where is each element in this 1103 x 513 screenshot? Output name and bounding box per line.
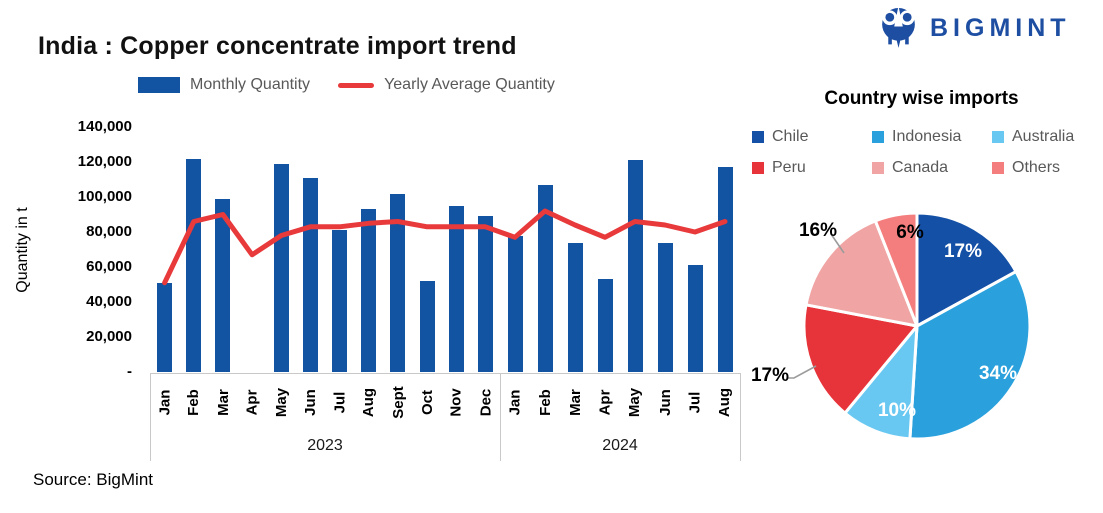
- legend-swatch: [752, 131, 764, 143]
- y-axis-tick: 60,000: [86, 258, 132, 275]
- y-axis-tick: 120,000: [77, 153, 132, 170]
- legend-label: Peru: [772, 159, 806, 176]
- y-axis-tick: 20,000: [86, 328, 132, 345]
- bar-2023-Oct: [419, 281, 435, 372]
- bar-2024-Apr: [597, 279, 613, 373]
- bar-2023-Feb: [186, 158, 202, 372]
- bar-2023-Jan: [157, 282, 173, 373]
- legend-label: Australia: [1012, 128, 1075, 145]
- pie-slice-indonesia: [908, 270, 1032, 441]
- leader-line-canada: [830, 233, 845, 254]
- pie-legend-item-others: Others: [992, 159, 1092, 177]
- y-axis-tick: 80,000: [86, 223, 132, 240]
- bar-2023-Jun: [302, 177, 318, 373]
- bar-2023-Mar: [215, 198, 231, 373]
- pie-legend-item-australia: Australia: [992, 128, 1092, 146]
- pie-label-canada: 16%: [798, 220, 838, 241]
- bar-2023-Jul: [332, 230, 348, 373]
- y-axis-title: Quantity in t: [14, 207, 31, 293]
- month-label-text: Aug: [716, 387, 734, 417]
- pie-legend: Chile Indonesia Australia Peru Canada Others: [752, 128, 1092, 177]
- axis-band-right-border: [740, 373, 741, 461]
- axis-band-left-border: [150, 373, 151, 461]
- legend-swatch: [752, 162, 764, 174]
- pie-label-others: 6%: [896, 222, 924, 243]
- bar-2024-Jan: [507, 235, 523, 372]
- source-note: Source: BigMint: [33, 470, 153, 489]
- bar-2023-May: [273, 163, 289, 373]
- bigmint-logo-text: BIGMINT: [930, 14, 1071, 42]
- pie-slice-canada: [804, 219, 919, 328]
- bar-2023-Aug: [361, 209, 377, 373]
- legend-swatch: [872, 162, 884, 174]
- bar-chart-legend: Monthly Quantity Yearly Average Quantity: [138, 76, 555, 94]
- y-axis-tick: 40,000: [86, 293, 132, 310]
- bigmint-m-icon: [876, 6, 921, 51]
- pie-label-chile: 17%: [943, 241, 983, 262]
- axis-band-year-divider: [500, 373, 501, 461]
- bar-2024-Aug: [717, 167, 733, 373]
- x-axis-line: [150, 373, 741, 374]
- bar-2024-Mar: [567, 242, 583, 372]
- pie-legend-item-canada: Canada: [872, 159, 992, 177]
- y-axis-tick: -: [127, 363, 132, 380]
- legend-label: Canada: [892, 159, 949, 176]
- bar-2023-Sept: [390, 193, 406, 372]
- bigmint-logo: BIGMINT: [876, 6, 1071, 51]
- y-axis-tick: 100,000: [77, 188, 132, 205]
- bar-2023-Dec: [477, 216, 493, 373]
- pie-title: Country wise imports: [824, 88, 1019, 109]
- pie-legend-item-indonesia: Indonesia: [872, 128, 992, 146]
- bar-2024-Jun: [657, 242, 673, 372]
- legend-label: Indonesia: [892, 128, 962, 145]
- leader-line-peru: [787, 365, 817, 379]
- page-title: India : Copper concentrate import trend: [38, 32, 517, 60]
- pie-legend-item-peru: Peru: [752, 159, 872, 177]
- pie-label-australia: 10%: [877, 400, 917, 421]
- yearly-average-label: Yearly Average Quantity: [384, 76, 555, 93]
- pie-legend-item-chile: Chile: [752, 128, 872, 146]
- pie-slice-peru: [802, 303, 919, 415]
- y-axis-tick: 140,000: [77, 118, 132, 135]
- year-label: 2024: [602, 437, 638, 454]
- legend-swatch: [992, 131, 1004, 143]
- bar-2024-Feb: [537, 184, 553, 373]
- legend-swatch: [992, 162, 1004, 174]
- pie-label-peru: 17%: [750, 365, 790, 386]
- legend-swatch: [872, 131, 884, 143]
- monthly-quantity-swatch: [138, 77, 180, 93]
- bar-2024-Jul: [687, 265, 703, 373]
- bar-2024-May: [627, 160, 643, 373]
- year-label: 2023: [307, 437, 343, 454]
- pie-label-indonesia: 34%: [978, 363, 1018, 384]
- pie-chart: [787, 211, 1032, 441]
- yearly-average-swatch: [338, 82, 375, 88]
- legend-label: Chile: [772, 128, 809, 145]
- monthly-quantity-label: Monthly Quantity: [190, 76, 311, 93]
- pie-slice-chile: [915, 211, 1018, 328]
- legend-label: Others: [1012, 159, 1061, 176]
- bar-2023-Nov: [448, 205, 464, 373]
- pie-slice-others: [873, 211, 919, 328]
